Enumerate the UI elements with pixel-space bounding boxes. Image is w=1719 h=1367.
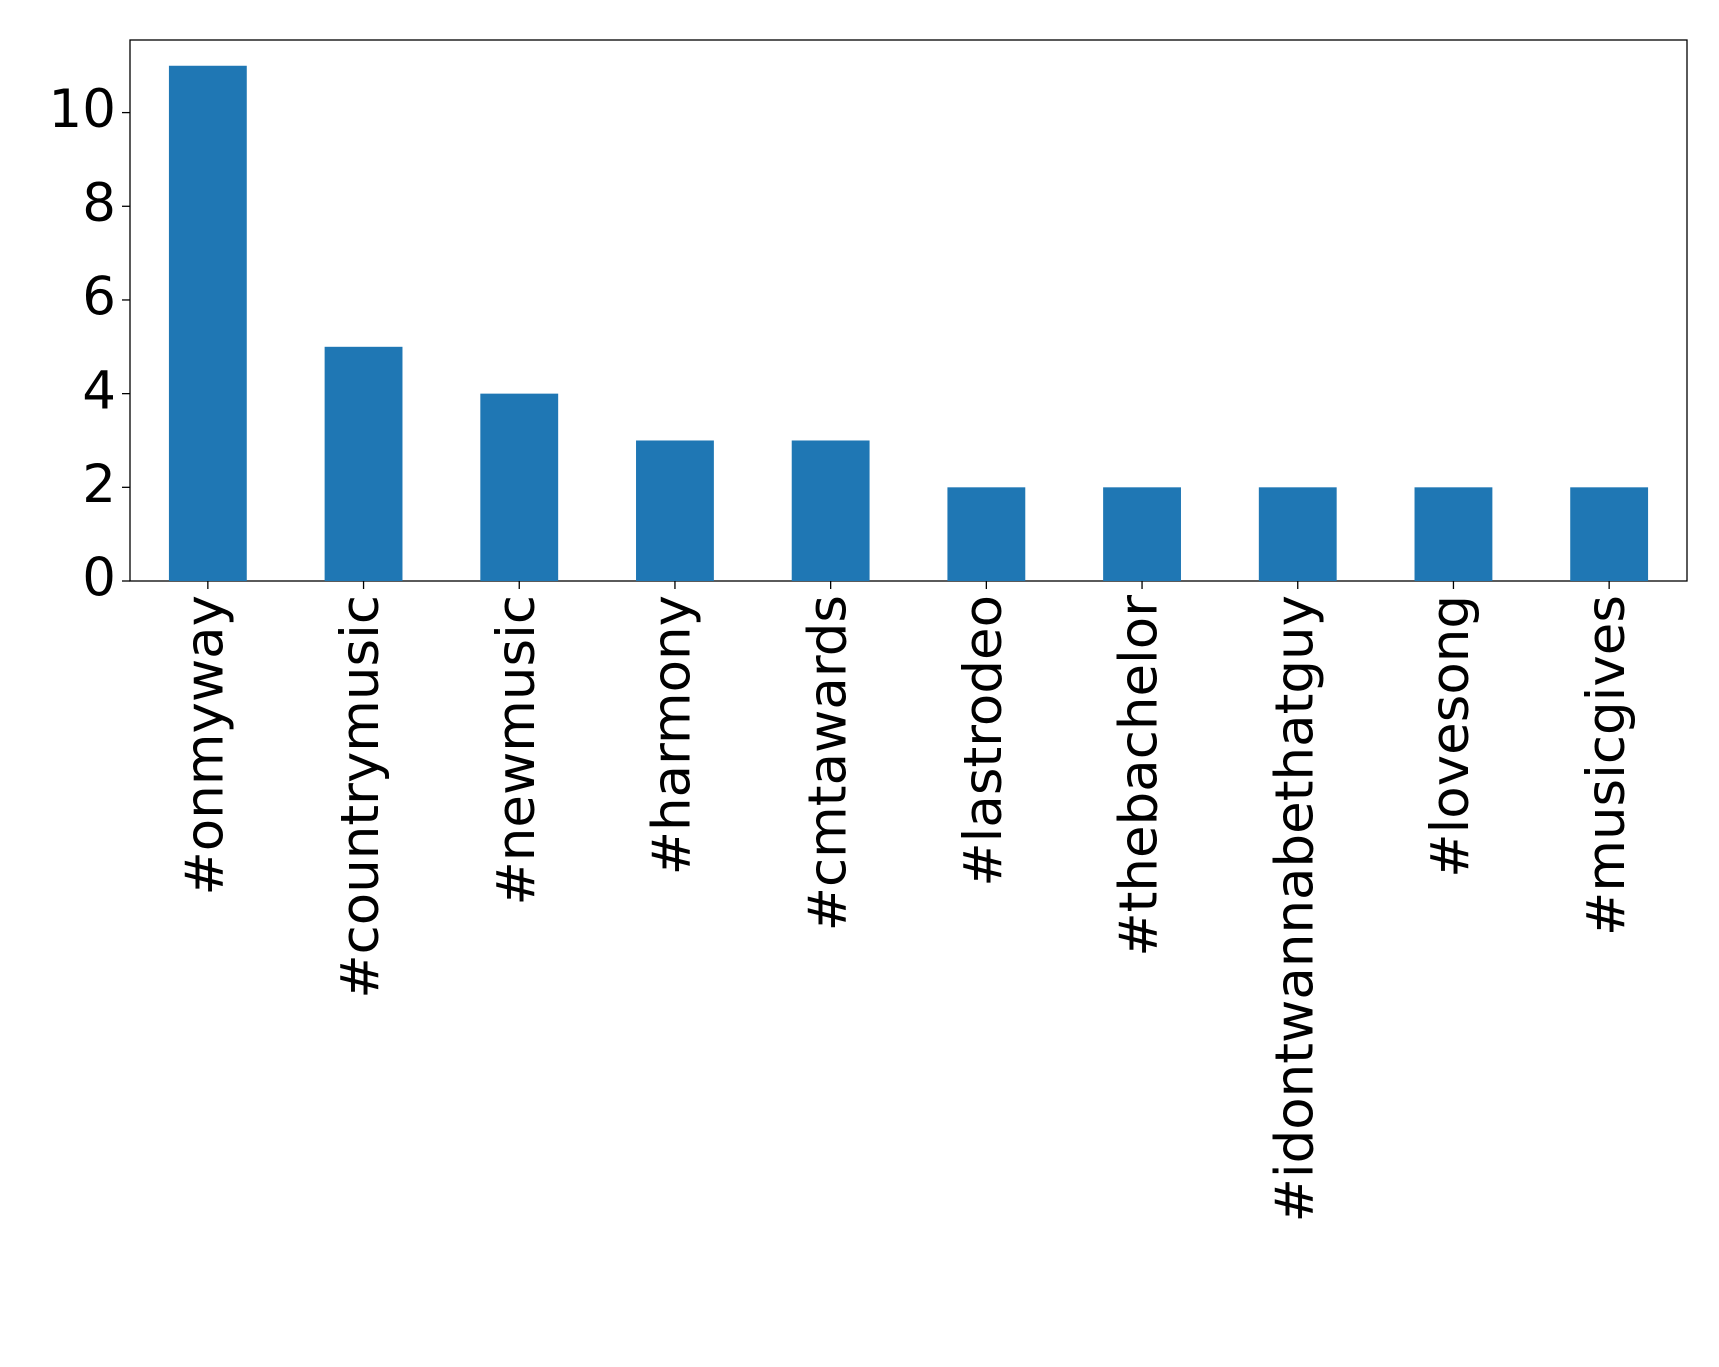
x-tick-label: #harmony xyxy=(642,595,703,875)
y-tick-label: 10 xyxy=(49,79,116,140)
x-tick-label: #thebachelor xyxy=(1109,595,1170,957)
x-tick-label: #musicgives xyxy=(1576,595,1637,936)
bar xyxy=(1258,487,1337,581)
y-tick-label: 0 xyxy=(82,548,116,609)
x-tick-label: #onmyway xyxy=(174,595,235,896)
bar xyxy=(636,440,714,581)
x-tick-label: #lovesong xyxy=(1420,595,1481,878)
x-tick-label: #countrymusic xyxy=(330,595,391,999)
x-tick-label: #newmusic xyxy=(486,595,547,906)
bar xyxy=(791,440,870,581)
bar xyxy=(1414,487,1493,581)
plot-frame xyxy=(129,39,1688,582)
x-tick-label: #cmtawards xyxy=(797,595,858,931)
bar xyxy=(1570,487,1649,581)
x-tick-label: #lastrodeo xyxy=(953,595,1014,887)
y-tick-label: 8 xyxy=(82,173,116,234)
x-tick-label: #idontwannabethatguy xyxy=(1264,595,1325,1223)
bar xyxy=(168,65,247,581)
bar xyxy=(947,487,1026,581)
y-tick-label: 6 xyxy=(82,267,116,328)
bar xyxy=(480,393,559,581)
bar xyxy=(1103,487,1181,581)
y-tick-label: 2 xyxy=(82,454,116,515)
y-tick-label: 4 xyxy=(82,360,116,421)
bar xyxy=(324,346,403,581)
